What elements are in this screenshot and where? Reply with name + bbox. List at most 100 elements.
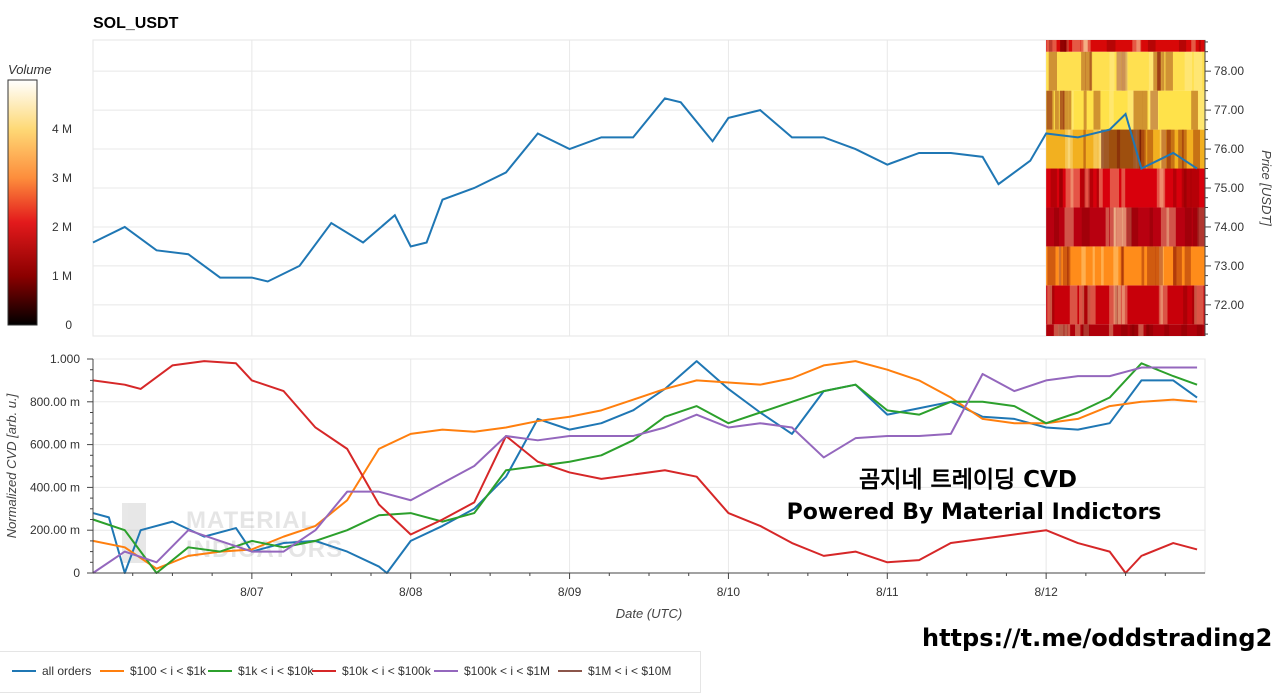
heatmap-streak [1149, 207, 1153, 247]
cvd-tick-label: 200.00 m [30, 523, 80, 537]
legend-swatch [434, 670, 458, 672]
heatmap-streak [1148, 90, 1159, 130]
heatmap-streak [1173, 246, 1182, 286]
heatmap-streak [1106, 40, 1116, 52]
x-axis-label: Date (UTC) [616, 606, 682, 621]
colorbar-tick-label: 0 [65, 318, 72, 332]
heatmap-streak [1156, 168, 1164, 208]
heatmap-streak [1181, 129, 1187, 169]
price-axis: 72.00 73.00 74.00 75.00 76.00 77.00 78.00 [1204, 40, 1244, 336]
heatmap-streak [1190, 168, 1200, 208]
heatmap-streak [1058, 324, 1068, 336]
heatmap-streak [1122, 51, 1128, 91]
heatmap-streak [1153, 51, 1162, 91]
legend-item[interactable]: $100k < i < $1M [434, 664, 550, 678]
colorbar-ticks: 0 1 M 2 M 3 M 4 M [52, 122, 72, 332]
heatmap-streak [1071, 90, 1074, 130]
heatmap-streak [1067, 129, 1073, 169]
heatmap-streak [1109, 285, 1117, 325]
heatmap-streak [1181, 324, 1188, 336]
legend-swatch [312, 670, 336, 672]
heatmap-streak [1164, 324, 1170, 336]
heatmap-streak [1089, 51, 1092, 91]
heatmap-streak [1184, 246, 1191, 286]
heatmap-streak [1191, 90, 1198, 130]
heatmap-streak [1136, 40, 1142, 52]
heatmap-band [1046, 168, 1205, 208]
legend-label: $100k < i < $1M [464, 664, 551, 678]
heatmap-streak [1181, 168, 1192, 208]
legend-item[interactable]: $1k < i < $10k [208, 664, 313, 678]
heatmap-streak [1173, 168, 1177, 208]
orderbook-heatmap [1046, 40, 1207, 336]
heatmap-streak [1082, 40, 1091, 52]
chart-legend: all orders $100 < i < $1k $1k < i < $10k $1… [0, 651, 701, 693]
heatmap-streak [1101, 129, 1142, 169]
heatmap-streak [1132, 40, 1140, 52]
watermark-line1: 곰지네 트레이딩 CVD [859, 467, 1077, 493]
heatmap-streak [1054, 90, 1059, 130]
heatmap-streak [1115, 285, 1121, 325]
heatmap-streak [1070, 168, 1080, 208]
heatmap-streak [1116, 51, 1123, 91]
heatmap-streak [1083, 90, 1087, 130]
date-tick-label: 8/09 [558, 585, 582, 599]
cvd-axis-label: Normalized CVD [arb. u.] [4, 393, 19, 538]
heatmap-streak [1063, 90, 1068, 130]
heatmap-streak [1121, 168, 1126, 208]
heatmap-streak [1198, 40, 1201, 52]
heatmap-streak [1072, 40, 1081, 52]
heatmap-streak [1193, 51, 1203, 91]
heatmap-streak [1116, 51, 1126, 91]
colorbar-tick-label: 2 M [52, 220, 72, 234]
heatmap-streak [1059, 90, 1065, 130]
heatmap-streak [1059, 40, 1067, 52]
heatmap-streak [1121, 324, 1128, 336]
heatmap-streak [1116, 207, 1126, 247]
heatmap-streak [1085, 51, 1093, 91]
heatmap-streak [1084, 168, 1090, 208]
price-tick-label: 72.00 [1214, 298, 1244, 312]
heatmap-streak [1058, 324, 1068, 336]
heatmap-streak [1080, 168, 1086, 208]
heatmap-streak [1194, 285, 1204, 325]
heatmap-streak [1155, 246, 1163, 286]
price-tick-label: 74.00 [1214, 220, 1244, 234]
cvd-series-line [92, 360, 1198, 570]
legend-item[interactable]: $10k < i < $100k [312, 664, 431, 678]
cvd-tick-label: 800.00 m [30, 395, 80, 409]
heatmap-streak [1117, 51, 1122, 91]
heatmap-streak [1146, 324, 1150, 336]
heatmap-streak [1160, 285, 1168, 325]
heatmap-streak [1047, 285, 1053, 325]
heatmap-streak [1079, 285, 1085, 325]
legend-item[interactable]: $100 < i < $1k [100, 664, 206, 678]
heatmap-streak [1109, 51, 1115, 91]
legend-item[interactable]: $1M < i < $10M [558, 664, 671, 678]
heatmap-streak [1050, 168, 1057, 208]
heatmap-streak [1183, 285, 1188, 325]
heatmap-streak [1193, 129, 1201, 169]
heatmap-streak [1047, 246, 1056, 286]
colorbar-gradient [7, 79, 38, 326]
heatmap-streak [1053, 324, 1064, 336]
heatmap-streak [1197, 207, 1205, 247]
heatmap-streak [1069, 285, 1078, 325]
heatmap-streak [1192, 285, 1197, 325]
heatmap-streak [1096, 168, 1099, 208]
heatmap-streak [1147, 129, 1154, 169]
cvd-lines [92, 360, 1198, 574]
heatmap-streak [1108, 324, 1114, 336]
heatmap-streak [1066, 40, 1069, 52]
heatmap-streak [1048, 40, 1053, 52]
heatmap-streak [1062, 246, 1069, 286]
heatmap-streak [1159, 168, 1166, 208]
price-tick-label: 73.00 [1214, 259, 1244, 273]
heatmap-streak [1058, 246, 1062, 286]
legend-item[interactable]: all orders [12, 664, 91, 678]
heatmap-streak [1160, 207, 1170, 247]
price-tick-label: 77.00 [1214, 103, 1244, 117]
telegram-link[interactable]: https://t.me/oddstrading2 [922, 624, 1273, 652]
legend-swatch [558, 670, 582, 672]
heatmap-streak [1059, 168, 1063, 208]
